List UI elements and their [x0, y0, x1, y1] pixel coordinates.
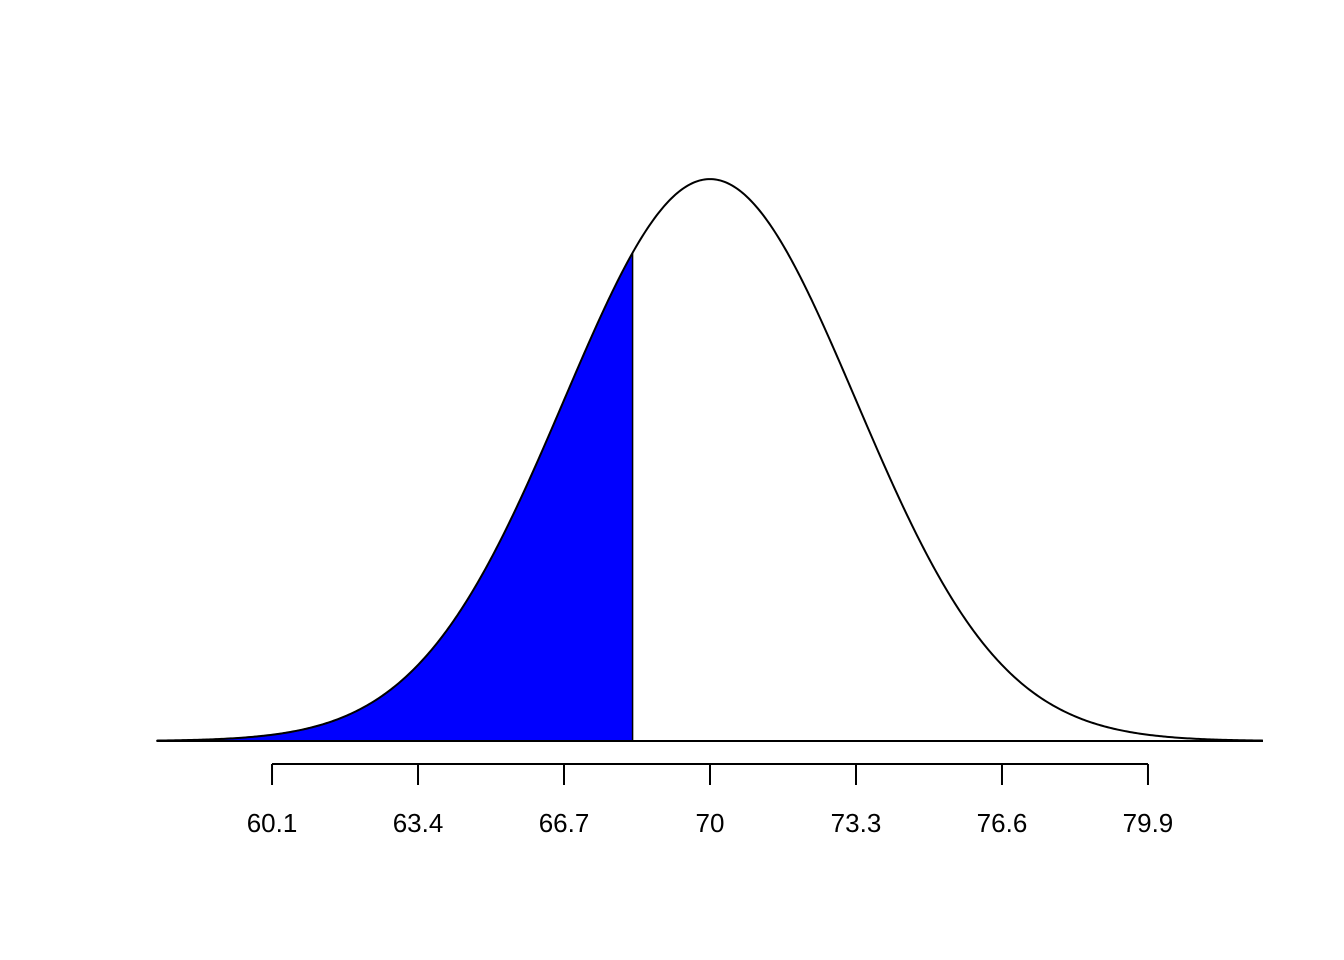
x-tick-label: 60.1 — [247, 808, 298, 838]
shaded-area — [156, 249, 634, 742]
x-tick-label: 76.6 — [977, 808, 1028, 838]
x-tick-label: 63.4 — [393, 808, 444, 838]
x-tick-label: 70 — [696, 808, 725, 838]
x-tick-label: 73.3 — [831, 808, 882, 838]
x-tick-label: 66.7 — [539, 808, 590, 838]
x-tick-label: 79.9 — [1123, 808, 1174, 838]
density-curve — [156, 178, 1264, 742]
